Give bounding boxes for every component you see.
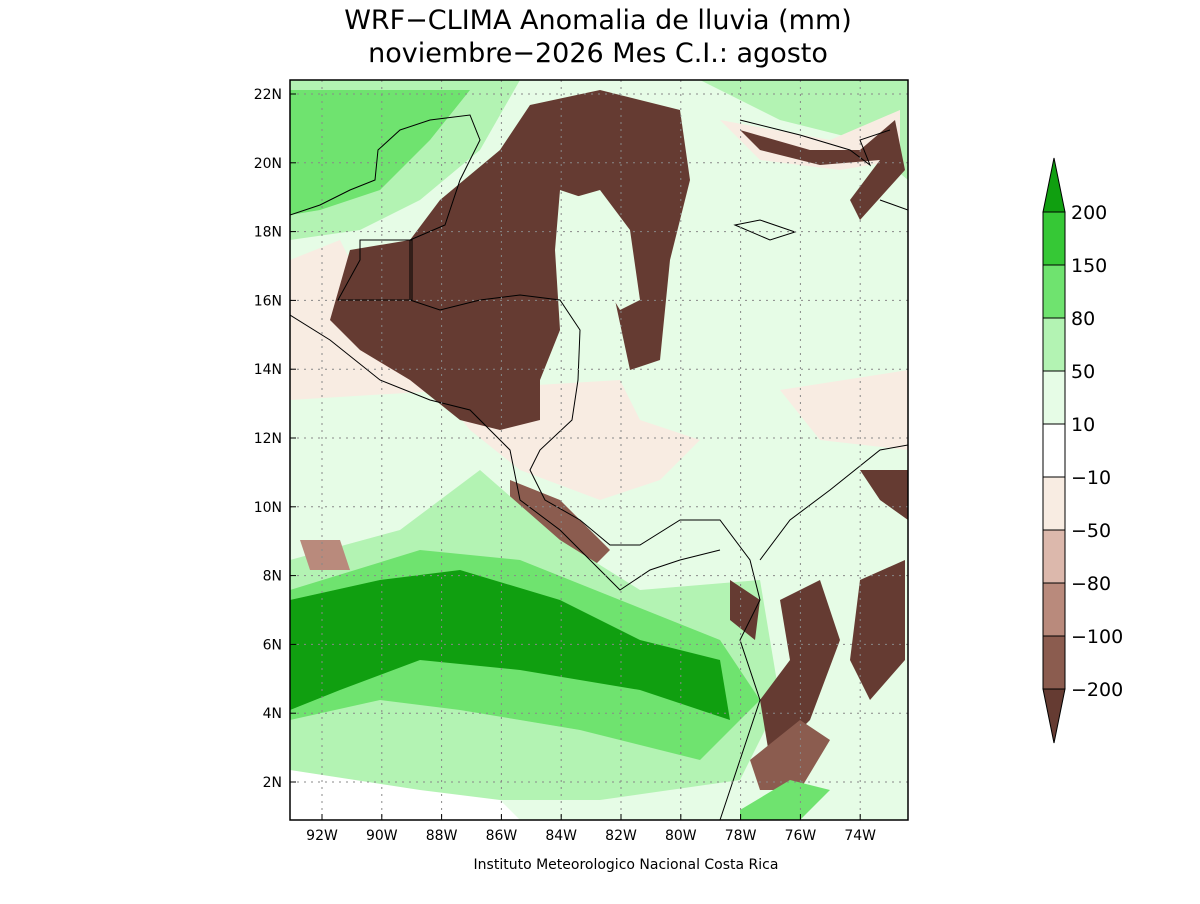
lon-label: 86W xyxy=(486,828,518,844)
lon-label: 80W xyxy=(665,828,697,844)
lon-label: 82W xyxy=(605,828,637,844)
title-line: noviembre−2026 Mes C.I.: agosto xyxy=(368,38,828,69)
lon-label: 76W xyxy=(785,828,817,844)
colorbar-label: −10 xyxy=(1071,467,1111,489)
colorbar-segment xyxy=(1042,476,1066,531)
colorbar-segment xyxy=(1042,635,1066,690)
colorbar-label: −80 xyxy=(1071,573,1111,595)
colorbar-label: 10 xyxy=(1071,414,1095,436)
lat-label: 14N xyxy=(254,362,282,378)
lat-label: 18N xyxy=(254,225,282,241)
colorbar-label: −100 xyxy=(1071,626,1123,648)
lat-label: 16N xyxy=(254,293,282,309)
lat-label: 22N xyxy=(254,87,282,103)
colorbar-segment xyxy=(1042,370,1066,425)
field-region xyxy=(780,370,908,450)
lat-label: 20N xyxy=(254,156,282,172)
field-region xyxy=(750,720,830,790)
lat-label: 10N xyxy=(254,500,282,516)
colorbar-label: 80 xyxy=(1071,308,1095,330)
colorbar-segment xyxy=(1042,529,1066,584)
colorbar-label: −50 xyxy=(1071,520,1111,542)
lat-label: 12N xyxy=(254,431,282,447)
coastline xyxy=(290,114,761,820)
lat-label: 2N xyxy=(263,775,282,791)
colorbar-label: 200 xyxy=(1071,202,1107,224)
field-region xyxy=(300,540,350,570)
lat-label: 8N xyxy=(263,569,282,585)
colorbar-label: −200 xyxy=(1071,679,1123,701)
lon-label: 88W xyxy=(426,828,458,844)
field-region xyxy=(740,780,830,820)
lon-label: 84W xyxy=(545,828,577,844)
colorbar-segment xyxy=(1042,582,1066,637)
field-region xyxy=(740,120,905,220)
lon-label: 90W xyxy=(366,828,398,844)
field-region xyxy=(700,80,908,180)
colorbar-segment xyxy=(1042,423,1066,478)
credit: Instituto Meteorologico Nacional Costa R… xyxy=(474,857,779,873)
field-region xyxy=(290,240,700,500)
lon-label: 78W xyxy=(725,828,757,844)
field-region xyxy=(730,470,908,760)
lon-label: 74W xyxy=(844,828,876,844)
lat-label: 4N xyxy=(263,706,282,722)
coastline xyxy=(290,314,721,591)
map-field xyxy=(290,80,908,820)
field-region xyxy=(290,570,730,720)
colorbar-cap xyxy=(1042,157,1066,213)
colorbar-label: 50 xyxy=(1071,361,1095,383)
colorbar-cap xyxy=(1042,688,1066,744)
field-region xyxy=(330,90,690,430)
lon-label: 92W xyxy=(306,828,338,844)
field-region xyxy=(510,480,610,570)
colorbar-segment xyxy=(1042,264,1066,319)
colorbar-segment xyxy=(1042,317,1066,372)
colorbar-label: 150 xyxy=(1071,255,1107,277)
lat-label: 6N xyxy=(263,637,282,653)
map-frame xyxy=(289,79,909,821)
title-line: WRF−CLIMA Anomalia de lluvia (mm) xyxy=(344,5,852,36)
colorbar-segment xyxy=(1042,211,1066,266)
